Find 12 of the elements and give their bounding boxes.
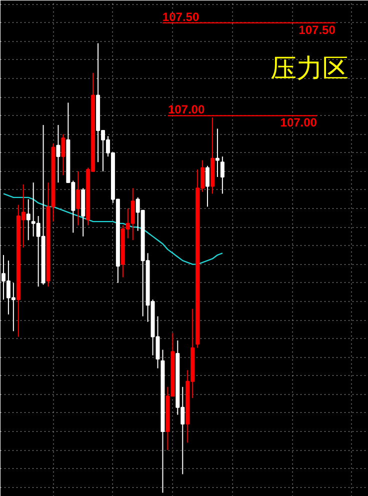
- candlestick: [76, 170, 80, 226]
- candlestick: [215, 128, 220, 178]
- candlestick: [61, 134, 66, 176]
- candlestick: [220, 156, 224, 194]
- text: 107.50: [162, 10, 200, 24]
- candlestick: [206, 165, 210, 208]
- ref-line-label: 107.50: [298, 22, 336, 37]
- candlestick: [26, 198, 30, 241]
- candlestick: [56, 124, 60, 184]
- text: 压力区: [270, 54, 349, 84]
- ref-line-label: 107.00: [280, 116, 318, 130]
- text: 107.00: [168, 102, 205, 117]
